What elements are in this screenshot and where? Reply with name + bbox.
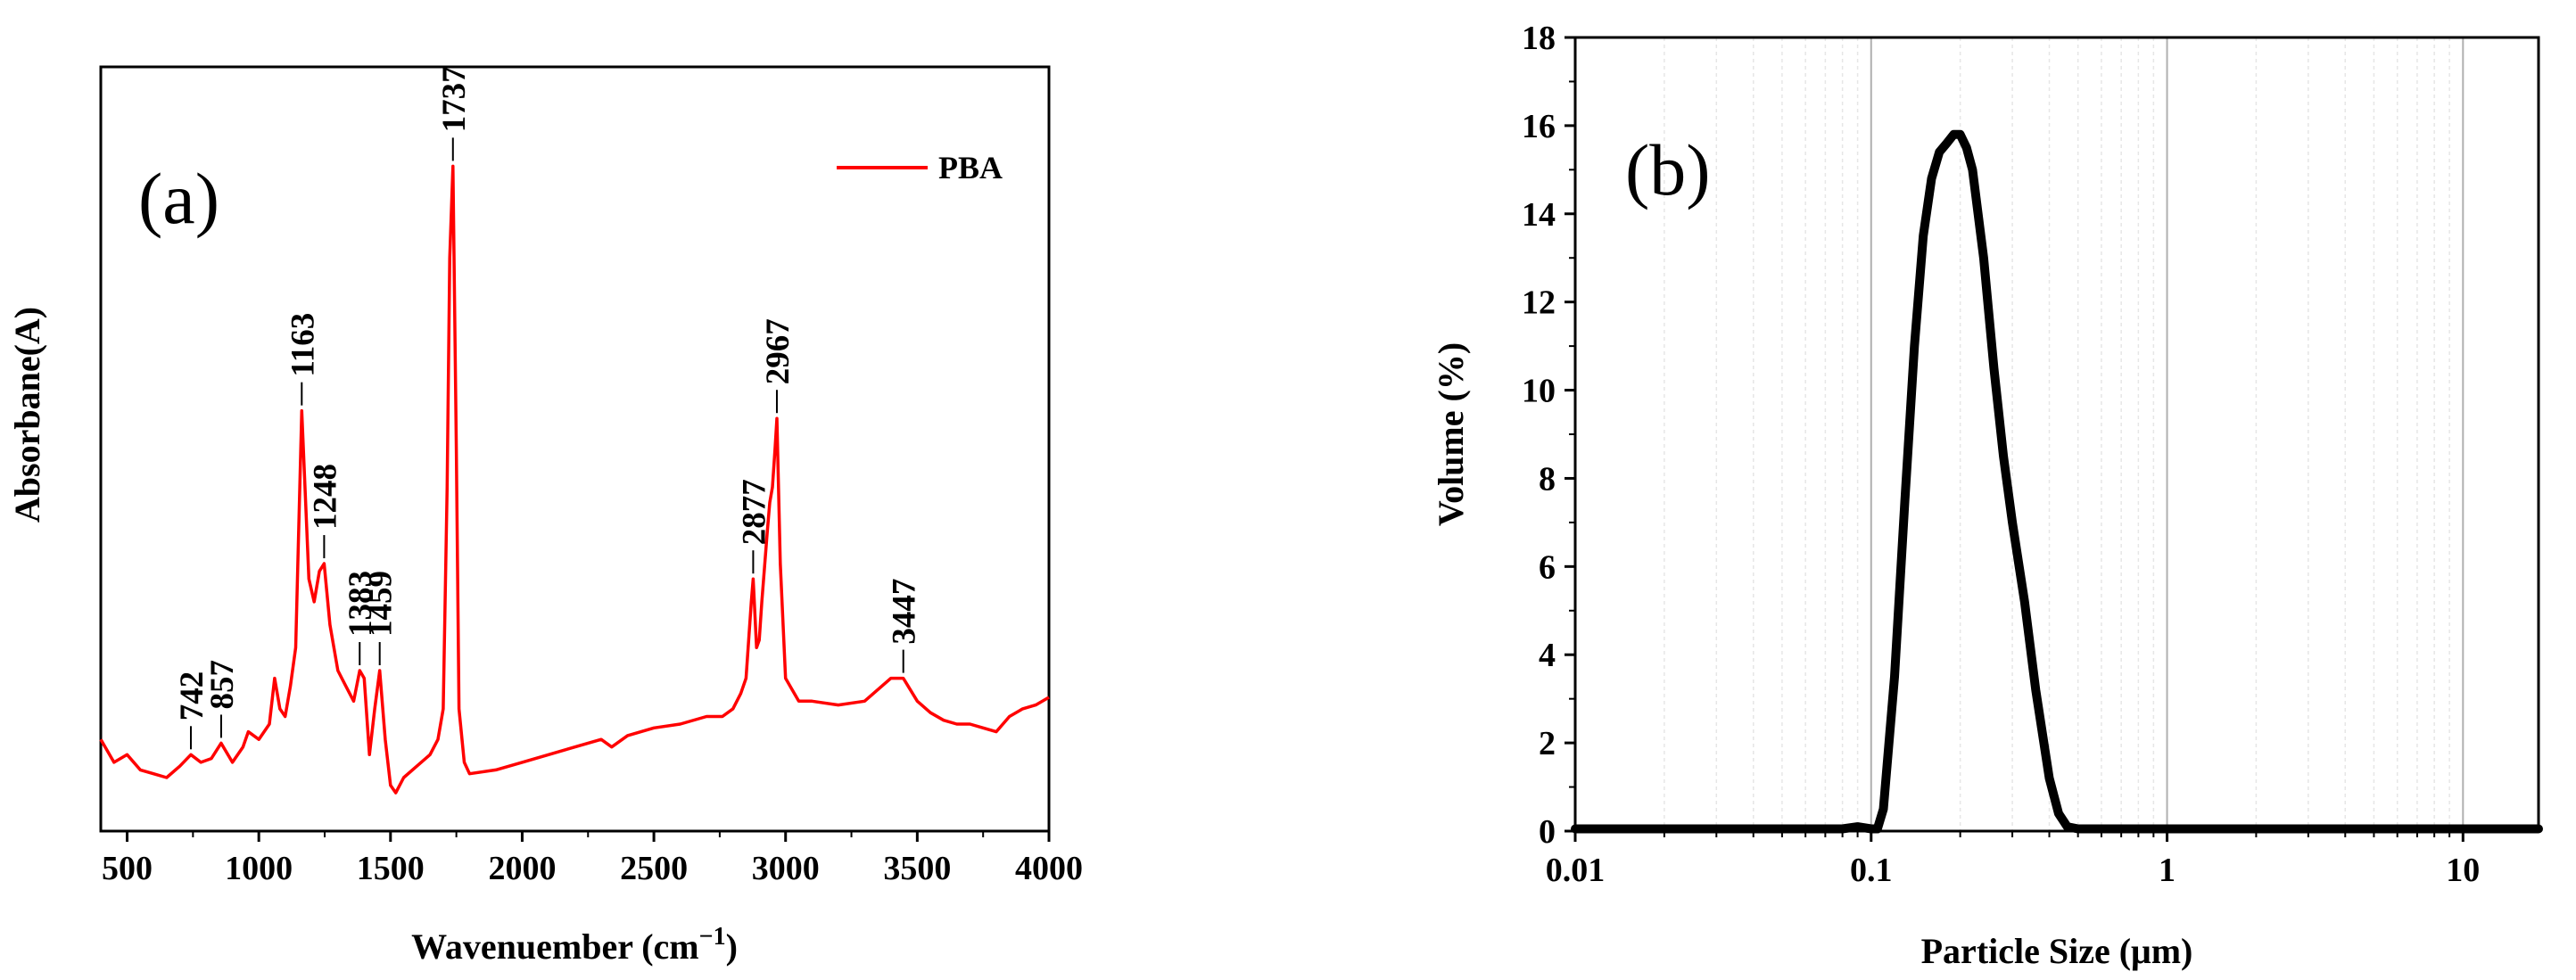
ftir-y-axis-title: Absorbane(A) [7,307,47,523]
peak-label: 1163 [285,313,321,377]
x-tick-label: 1 [2159,852,2176,889]
panel-label-b: (b) [1625,129,1711,210]
y-tick-label: 10 [1522,373,1556,410]
peak-label: 1383 [343,571,379,637]
peak-label: 1737 [436,66,473,132]
x-tick-label: 0.01 [1546,852,1606,889]
peak-label: 2967 [760,318,797,384]
y-tick-label: 14 [1522,196,1556,234]
ftir-plot-frame [99,65,1051,833]
pba-spectrum-line [99,164,1050,795]
psd-plot-frame [1573,36,2540,833]
ftir-x-ticks: 500 1000 1500 2000 2500 3000 3500 4000 [102,831,1083,887]
x-tick-label: 500 [102,850,153,887]
x-tick-label: 2000 [488,850,556,887]
peak-label: 742 [174,671,211,721]
peak-label: 857 [204,660,241,710]
panel-label-a: (a) [138,158,219,239]
particle-size-panel: 0.01 0.1 1 10 0 2 4 6 8 10 12 14 16 18 (b) Particle S… [1431,20,2543,971]
peak-label: 3447 [887,579,923,645]
x-tick-label: 0.1 [1850,852,1893,889]
ftir-x-axis-title: Wavenuember (cm−1) [411,923,738,967]
psd-y-axis-title: Volume (%) [1431,342,1471,526]
y-tick-label: 0 [1539,813,1556,851]
peak-label: 2877 [736,479,772,545]
y-tick-label: 4 [1539,637,1556,674]
ftir-legend: PBA [837,150,1003,185]
x-tick-label: 1000 [225,850,293,887]
peak-label: 1459 [363,571,400,637]
y-tick-label: 16 [1522,108,1556,145]
x-tick-label: 1500 [357,850,425,887]
x-tick-label: 2500 [620,850,688,887]
x-tick-label: 3500 [883,850,951,887]
y-tick-label: 8 [1539,460,1556,498]
x-tick-label: 4000 [1015,850,1083,887]
y-tick-label: 6 [1539,548,1556,586]
y-tick-label: 12 [1522,284,1556,322]
x-tick-label: 10 [2446,852,2480,889]
volume-distribution-curve [1571,129,2543,834]
y-tick-label: 18 [1522,20,1556,57]
x-tick-label: 3000 [752,850,820,887]
peak-label: 1248 [307,464,343,530]
psd-axis-ticks: 0.01 0.1 1 10 0 2 4 6 8 10 12 14 16 18 [1522,20,2480,889]
psd-x-axis-title: Particle Size (μm) [1921,931,2193,971]
y-tick-label: 2 [1539,725,1556,762]
legend-label-pba: PBA [938,150,1003,185]
